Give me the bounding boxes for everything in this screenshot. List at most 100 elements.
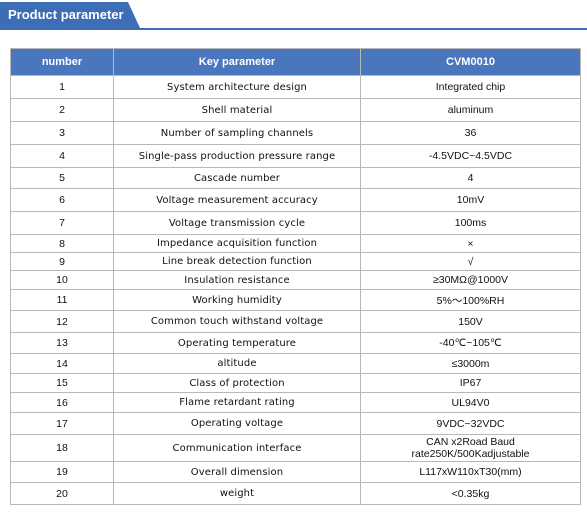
table-row: 9 Line break detection function √: [10, 252, 581, 271]
row-number: 11: [10, 289, 114, 311]
table-row: 18 Communication interface CAN x2Road Baud…: [10, 434, 581, 462]
parameter-value-text: UL94V0: [451, 396, 490, 409]
section-header: Product parameter: [0, 0, 587, 32]
parameter-value-text: ≤3000m: [451, 357, 490, 370]
table-row: 20 weight <0.35kg: [10, 482, 581, 505]
parameter-name: Common touch withstand voltage: [113, 310, 361, 333]
table-row: 19 Overall dimension L117xW110xT30(mm): [10, 461, 581, 483]
parameter-value-text: 150V: [458, 315, 483, 328]
parameter-name: altitude: [113, 353, 361, 374]
row-number: 13: [10, 332, 114, 354]
table-row: 11 Working humidity 5%～100%RH: [10, 289, 581, 311]
table-row: 5 Cascade number 4: [10, 167, 581, 189]
parameter-name: Number of sampling channels: [113, 121, 361, 145]
parameter-value-text: -40℃~105℃: [439, 337, 502, 349]
parameter-value-text: 100ms: [454, 217, 487, 229]
parameter-name: Voltage transmission cycle: [113, 211, 361, 235]
parameter-value: 5%～100%RH: [360, 289, 581, 311]
parameter-value: Integrated chip: [360, 75, 581, 99]
parameter-name: Flame retardant rating: [113, 392, 361, 413]
parameter-name: Impedance acquisition function: [113, 234, 361, 253]
parameter-value: <0.35kg: [360, 482, 581, 505]
table-row: 7 Voltage transmission cycle 100ms: [10, 211, 581, 235]
parameter-value: UL94V0: [360, 392, 581, 413]
parameter-value-text: -4.5VDC~4.5VDC: [428, 150, 513, 162]
parameter-name: System architecture design: [113, 75, 361, 99]
column-header-number: number: [10, 48, 114, 76]
parameter-name: Single-pass production pressure range: [113, 144, 361, 168]
parameter-name: Overall dimension: [113, 461, 361, 483]
parameter-name: Shell material: [113, 98, 361, 122]
parameter-value: ≥30MΩ@1000V: [360, 270, 581, 290]
parameter-value: 100ms: [360, 211, 581, 235]
header-divider: [0, 28, 587, 30]
table-row: 1 System architecture design Integrated ch…: [10, 75, 581, 99]
row-number: 7: [10, 211, 114, 235]
row-number: 17: [10, 412, 114, 435]
parameter-value: IP67: [360, 373, 581, 393]
table-row: 16 Flame retardant rating UL94V0: [10, 392, 581, 413]
parameter-value: 4: [360, 167, 581, 189]
row-number: 1: [10, 75, 114, 99]
parameter-name: Operating voltage: [113, 412, 361, 435]
row-number: 5: [10, 167, 114, 189]
table-row: 8 Impedance acquisition function ×: [10, 234, 581, 253]
parameter-value: 9VDC~32VDC: [360, 412, 581, 435]
row-number: 18: [10, 434, 114, 462]
parameter-name: Voltage measurement accuracy: [113, 188, 361, 212]
row-number: 3: [10, 121, 114, 145]
parameter-value-text: √: [467, 255, 474, 268]
parameter-table: number Key parameter CVM0010 1 System arc…: [10, 48, 581, 505]
row-number: 10: [10, 270, 114, 290]
row-number: 20: [10, 482, 114, 505]
table-row: 14 altitude ≤3000m: [10, 353, 581, 374]
parameter-value: 36: [360, 121, 581, 145]
table-row: 10 Insulation resistance ≥30MΩ@1000V: [10, 270, 581, 290]
parameter-name: Working humidity: [113, 289, 361, 311]
parameter-value: CAN x2Road Baud rate250K/500Kadjustable: [360, 434, 581, 462]
parameter-value-text: ×: [467, 237, 474, 250]
parameter-name: Cascade number: [113, 167, 361, 189]
table-header-row: number Key parameter CVM0010: [10, 48, 581, 76]
table-row: 2 Shell material aluminum: [10, 98, 581, 122]
parameter-value-text: IP67: [459, 377, 482, 389]
parameter-value-text: 10mV: [456, 194, 485, 206]
row-number: 19: [10, 461, 114, 483]
column-header-model: CVM0010: [360, 48, 581, 76]
row-number: 9: [10, 252, 114, 271]
row-number: 2: [10, 98, 114, 122]
parameter-value: ≤3000m: [360, 353, 581, 374]
parameter-value: -4.5VDC~4.5VDC: [360, 144, 581, 168]
row-number: 6: [10, 188, 114, 212]
table-row: 17 Operating voltage 9VDC~32VDC: [10, 412, 581, 435]
table-row: 6 Voltage measurement accuracy 10mV: [10, 188, 581, 212]
parameter-name: Operating temperature: [113, 332, 361, 354]
parameter-value-text: ≥30MΩ@1000V: [432, 274, 509, 286]
parameter-value-text: <0.35kg: [451, 487, 490, 500]
parameter-value-text: 4: [467, 172, 474, 184]
table-row: 15 Class of protection IP67: [10, 373, 581, 393]
parameter-value: L117xW110xT30(mm): [360, 461, 581, 483]
parameter-name: Line break detection function: [113, 252, 361, 271]
row-number: 15: [10, 373, 114, 393]
parameter-value-text: aluminum: [447, 104, 494, 116]
parameter-value-text: 36: [464, 127, 477, 139]
table-row: 3 Number of sampling channels 36: [10, 121, 581, 145]
parameter-name: Class of protection: [113, 373, 361, 393]
row-number: 12: [10, 310, 114, 333]
parameter-value: aluminum: [360, 98, 581, 122]
row-number: 4: [10, 144, 114, 168]
parameter-value: ×: [360, 234, 581, 253]
parameter-value-text: Integrated chip: [435, 81, 506, 93]
section-title: Product parameter: [0, 2, 140, 28]
parameter-name: weight: [113, 482, 361, 505]
row-number: 8: [10, 234, 114, 253]
column-header-key-parameter: Key parameter: [113, 48, 361, 76]
table-row: 12 Common touch withstand voltage 150V: [10, 310, 581, 333]
parameter-name: Communication interface: [113, 434, 361, 462]
parameter-value: -40℃~105℃: [360, 332, 581, 354]
row-number: 16: [10, 392, 114, 413]
parameter-value-text: L117xW110xT30(mm): [419, 466, 522, 478]
parameter-value-text: 9VDC~32VDC: [436, 417, 505, 430]
parameter-value: 10mV: [360, 188, 581, 212]
